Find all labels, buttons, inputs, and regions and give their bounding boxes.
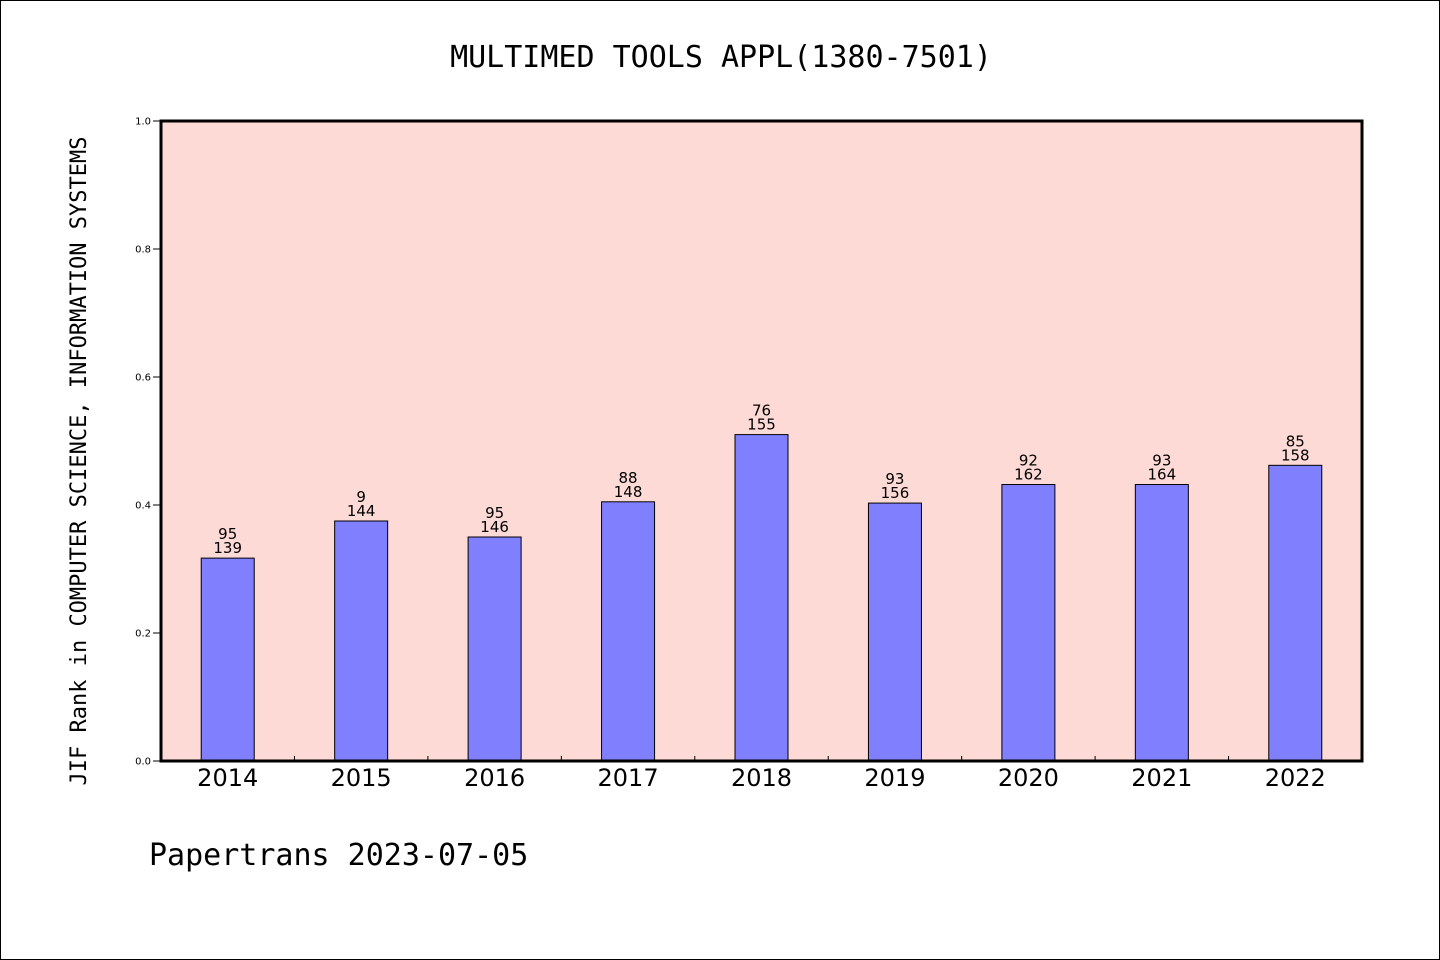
bar [1001,484,1056,762]
bar-total-label: 164 [1148,466,1177,484]
bar-rank-label: 95 [218,525,237,543]
chart-title: MULTIMED TOOLS APPL(1380-7501) [450,40,992,75]
bar-total-label: 146 [480,518,509,536]
y-tick-label: 1.0 [135,117,151,128]
bar [1268,464,1323,762]
bar-total-label: 148 [614,483,643,501]
x-tick-label: 2015 [331,764,392,792]
x-tick-label: 2020 [998,764,1059,792]
x-tick-label: 2017 [598,764,659,792]
x-tick-label: 2021 [1131,764,1192,792]
bar-rank-label: 88 [619,469,638,487]
x-tick-label: 2014 [197,764,258,792]
y-axis-label: JIF Rank in COMPUTER SCIENCE, INFORMATIO… [67,136,92,785]
x-tick-label: 2019 [864,764,925,792]
y-tick-label: 0.8 [135,245,151,256]
y-tick-label: 0.0 [135,757,151,768]
bar [734,434,789,762]
plot-frame [159,119,1364,763]
bar-total-label: 162 [1014,466,1043,484]
bar [467,536,522,762]
bar [601,501,656,762]
bar-rank-label: 76 [752,402,771,420]
bar-total-label: 155 [747,416,776,434]
bar-total-label: 158 [1281,446,1310,464]
bar-total-label: 156 [881,484,910,502]
x-axis: 2014 2015 2016 2017 2018 2019 2020 2021 2022 [197,756,1326,792]
bar [334,520,389,762]
bar [1134,484,1189,762]
x-tick-label: 2016 [464,764,525,792]
x-tick-label: 2022 [1265,764,1326,792]
bar-rank-label: 92 [1019,452,1038,470]
y-tick-label: 0.6 [135,373,151,384]
bar [200,557,255,762]
y-axis: 0.0 0.2 0.4 0.6 0.8 1.0 [135,117,161,768]
bar [867,502,922,762]
x-tick-label: 2018 [731,764,792,792]
bar-rank-label: 9 [356,488,366,506]
y-tick-label: 0.2 [135,629,151,640]
bar-rank-label: 93 [885,470,904,488]
bar-rank-label: 95 [485,504,504,522]
bar-total-label: 144 [347,502,376,520]
bar-rank-label: 93 [1152,452,1171,470]
bar-total-label: 139 [213,539,242,557]
bar-rank-label: 85 [1286,432,1305,450]
y-tick-label: 0.4 [135,501,151,512]
footer-text: Papertrans 2023-07-05 [149,838,528,873]
